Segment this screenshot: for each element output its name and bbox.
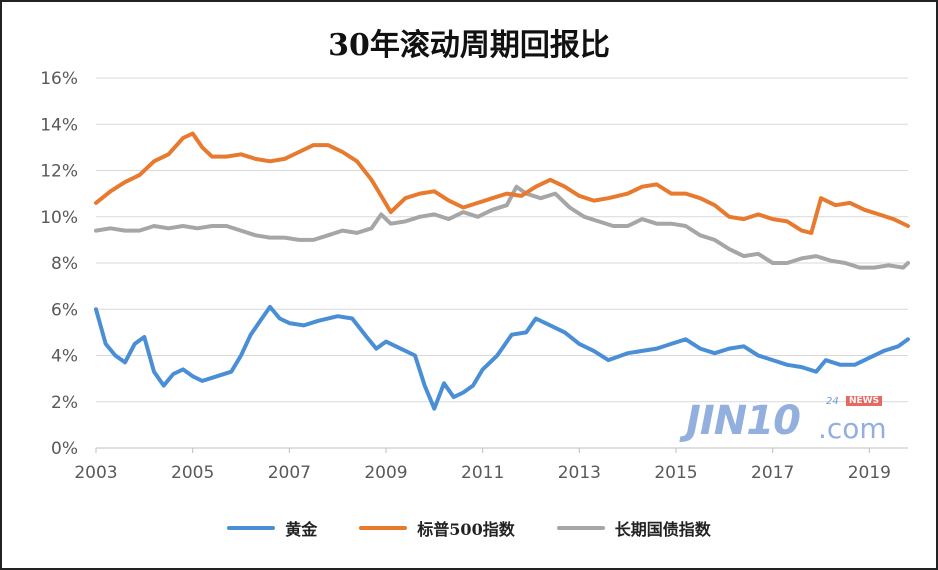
treasury-line — [94, 184, 910, 270]
x-tick-label: 2019 — [848, 463, 891, 483]
legend-item-treasury: 长期国债指数 — [556, 516, 711, 540]
y-tick-label: 2% — [51, 393, 78, 413]
y-tick-label: 12% — [40, 162, 78, 182]
y-tick-label: 4% — [51, 347, 78, 367]
y-tick-label: 0% — [51, 439, 78, 459]
legend-swatch-treasury — [556, 526, 605, 530]
x-tick-label: 2009 — [364, 463, 407, 483]
gold-line — [94, 304, 910, 411]
legend-swatch-gold — [227, 526, 276, 530]
grid-lines — [95, 77, 908, 453]
chart-legend: 黄金 标普500指数 长期国债指数 — [2, 516, 936, 540]
x-tick-label: 2011 — [461, 463, 504, 483]
legend-label-treasury: 长期国债指数 — [614, 520, 711, 539]
legend-swatch-sp500 — [359, 526, 408, 530]
jin10-watermark: JIN10 24 NEWS .com — [686, 390, 896, 450]
y-tick-label: 10% — [40, 208, 78, 228]
legend-item-sp500: 标普500指数 — [359, 516, 515, 540]
watermark-brand: JIN10 — [686, 398, 801, 444]
y-tick-label: 8% — [51, 254, 78, 274]
x-tick-label: 2015 — [654, 463, 697, 483]
x-tick-label: 2005 — [171, 463, 214, 483]
x-tick-label: 2007 — [268, 463, 311, 483]
watermark-24: 24 — [826, 396, 839, 407]
legend-label-gold: 黄金 — [285, 520, 318, 539]
legend-item-gold: 黄金 — [227, 516, 317, 540]
series-lines — [94, 131, 910, 411]
watermark-domain: .com — [818, 412, 887, 445]
x-tick-label: 2017 — [751, 463, 794, 483]
x-tick-labels: 2003 2005 2007 2009 2011 2013 2015 2017 2019 — [74, 463, 891, 483]
y-tick-label: 16% — [40, 69, 78, 89]
y-tick-label: 14% — [40, 115, 78, 135]
y-tick-labels: 0% 2% 4% 6% 8% 10% 12% 14% 16% — [40, 69, 78, 459]
x-tick-label: 2003 — [74, 463, 117, 483]
watermark-news: NEWS — [846, 396, 883, 406]
sp500-line — [94, 131, 910, 235]
chart-title: 30年滚动周期回报比 — [328, 28, 610, 63]
legend-label-sp500: 标普500指数 — [417, 520, 515, 539]
x-tick-label: 2013 — [558, 463, 601, 483]
y-tick-label: 6% — [51, 300, 78, 320]
